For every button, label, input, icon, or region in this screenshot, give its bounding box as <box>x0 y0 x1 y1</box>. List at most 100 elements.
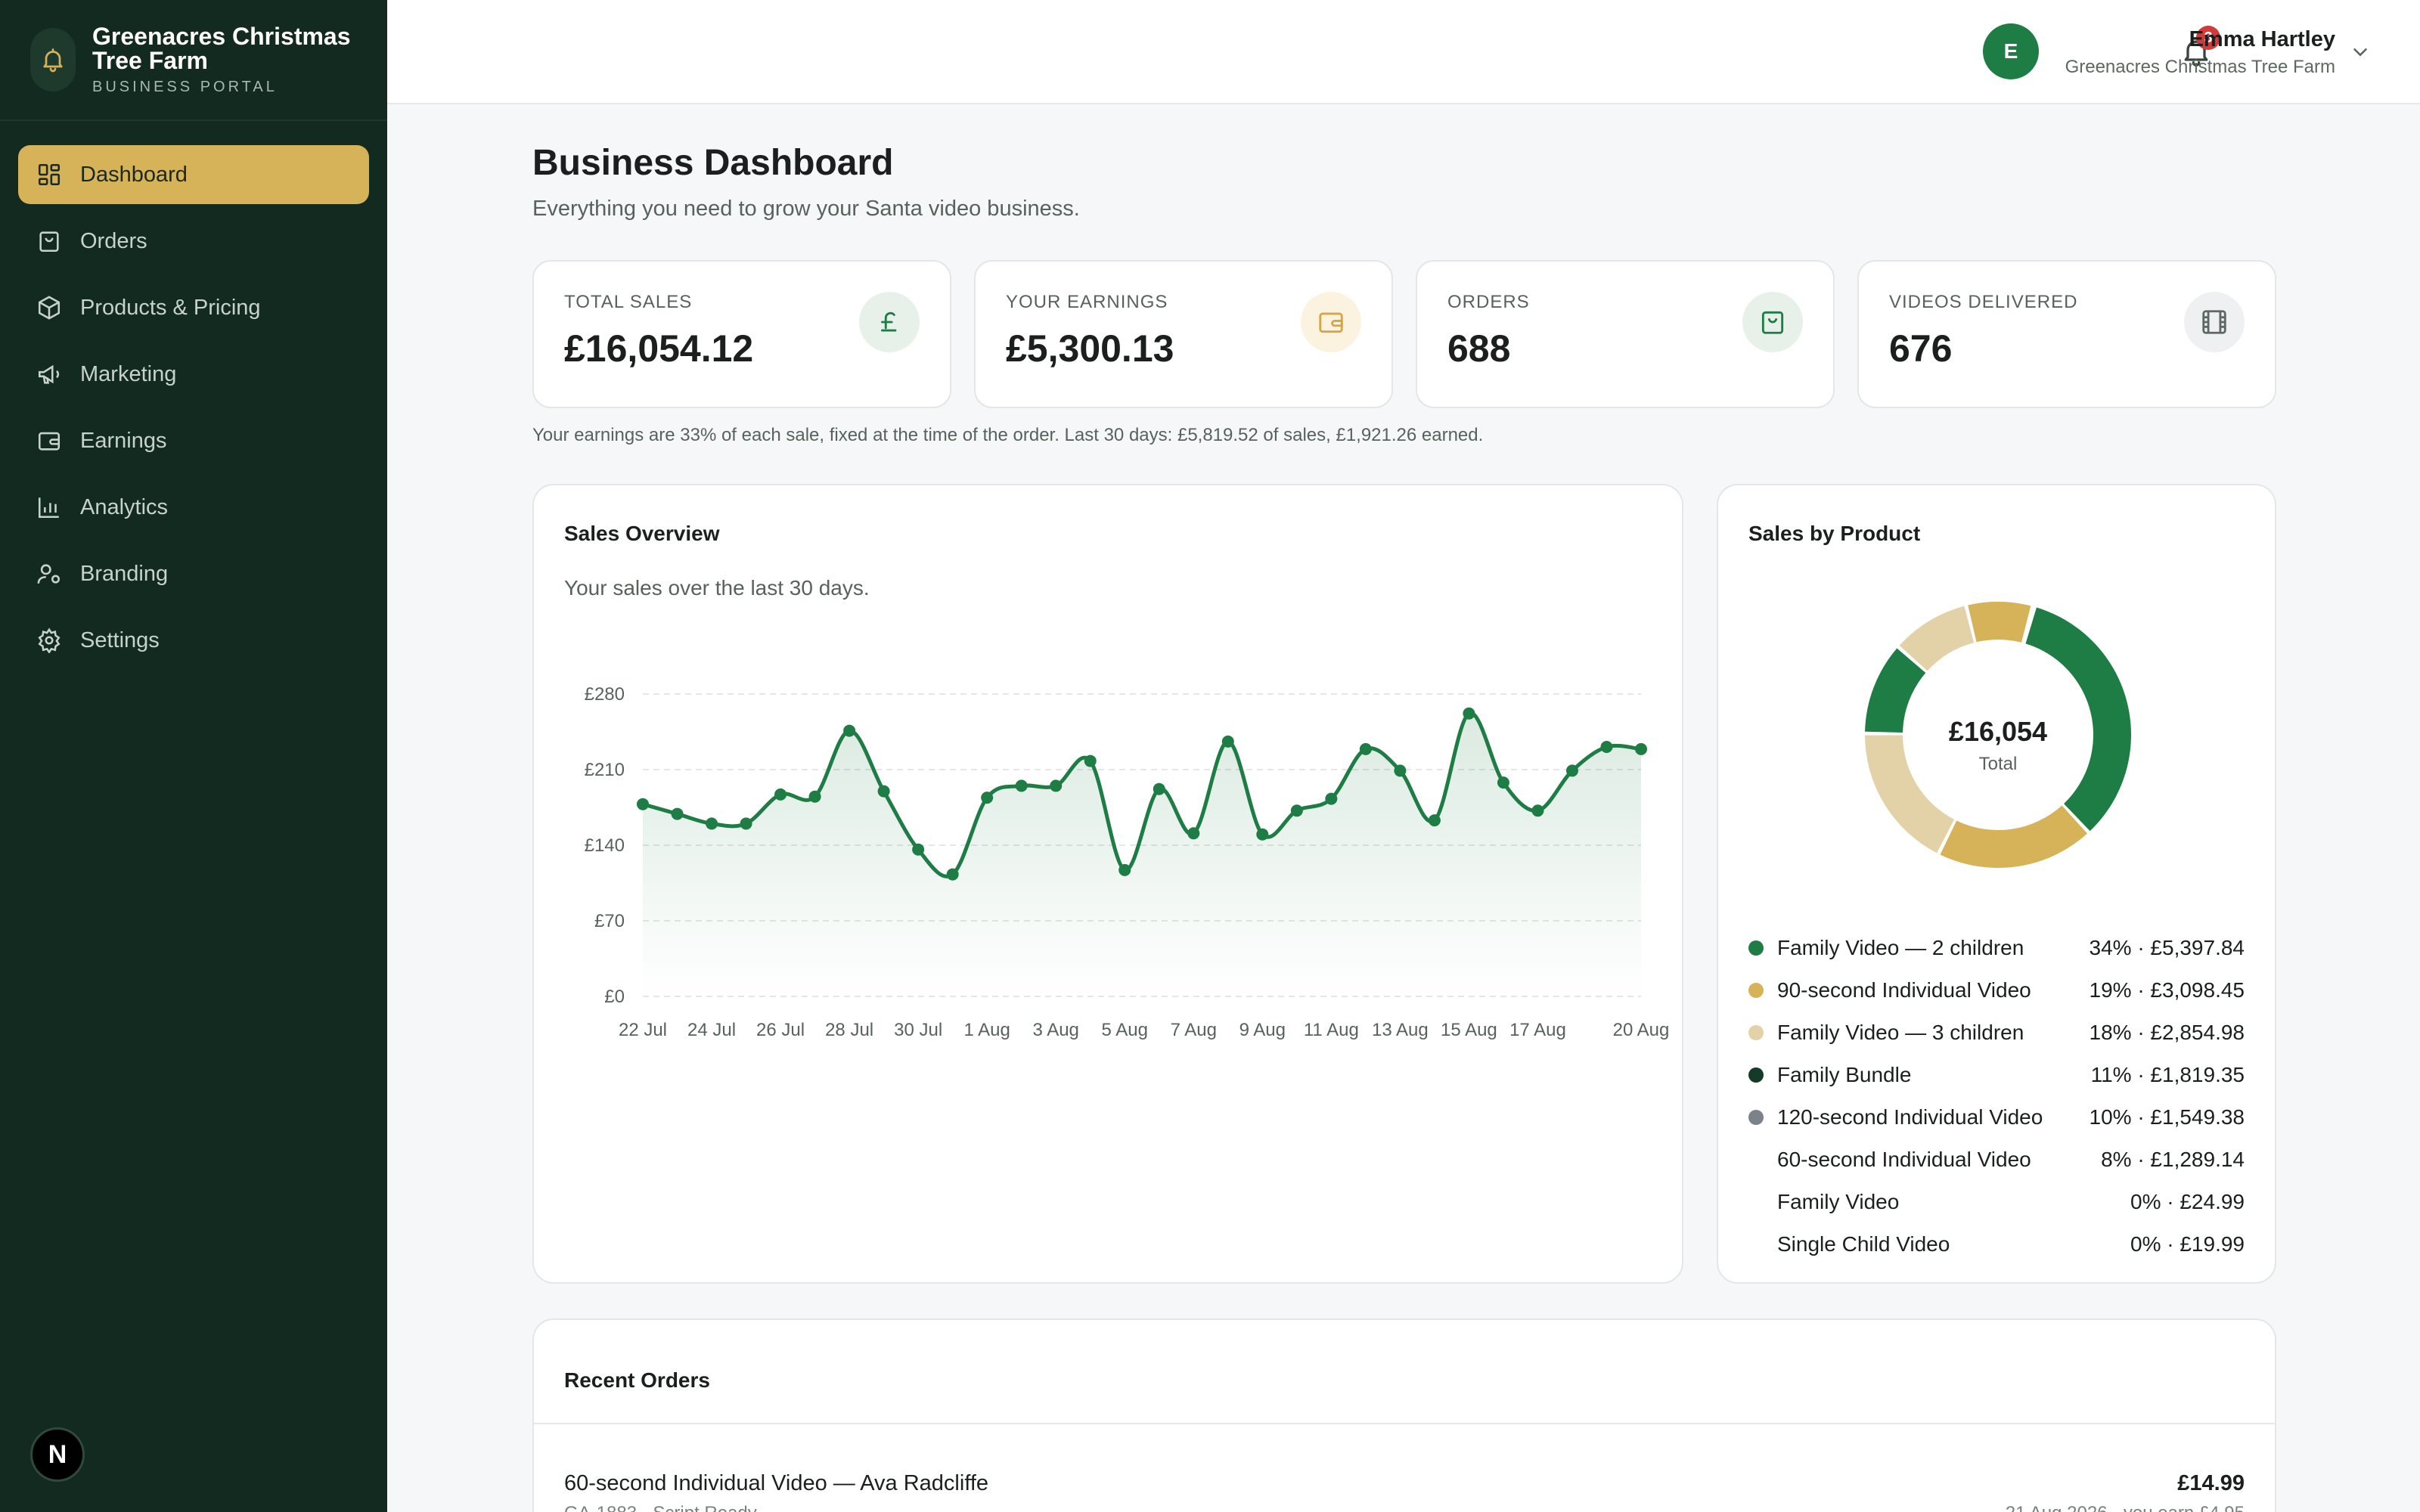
brand-name-line2: Tree Farm <box>92 46 208 74</box>
chevron-down-icon[interactable] <box>2349 41 2372 64</box>
data-point[interactable] <box>740 817 752 830</box>
wallet-icon <box>38 432 60 451</box>
gear-icon <box>38 627 60 653</box>
data-point[interactable] <box>912 843 925 856</box>
card-subtitle: Your sales over the last 30 days. <box>564 576 870 600</box>
sidebar-item-settings[interactable]: Settings <box>18 611 369 670</box>
film-icon <box>2184 292 2245 352</box>
x-tick-label: 5 Aug <box>1102 1020 1148 1040</box>
data-point[interactable] <box>1256 828 1269 841</box>
stat-card-orders: ORDERS 688 <box>1416 260 1835 408</box>
top-header: 3 E Emma Hartley Greenacres Christmas Tr… <box>387 0 2420 104</box>
legend-value: 18% · £2,854.98 <box>2089 1021 2245 1044</box>
recent-orders-card: Recent Orders 60-second Individual Video… <box>532 1318 2276 1512</box>
data-point[interactable] <box>1463 707 1475 720</box>
sales-overview-card: Sales Overview Your sales over the last … <box>532 484 1683 1284</box>
legend-swatch <box>1748 1067 1764 1083</box>
user-menu[interactable]: Emma Hartley Greenacres Christmas Tree F… <box>2065 27 2335 78</box>
legend-label: Family Bundle <box>1777 1063 1912 1086</box>
legend-label: Family Video — 3 children <box>1777 1021 2024 1044</box>
data-point[interactable] <box>946 868 959 881</box>
legend-label: 60-second Individual Video <box>1777 1148 2031 1171</box>
sidebar-item-label: Branding <box>80 561 169 586</box>
legend-item: Family Video — 3 children 18% · £2,854.98 <box>1748 1012 2245 1054</box>
page-title: Business Dashboard <box>532 143 894 183</box>
data-point[interactable] <box>1635 742 1647 755</box>
y-tick-label: £0 <box>604 987 625 1007</box>
data-point[interactable] <box>843 724 856 737</box>
sidebar-item-marketing[interactable]: Marketing <box>18 345 369 404</box>
legend-value: 0% · £19.99 <box>2130 1232 2245 1256</box>
x-tick-label: 17 Aug <box>1509 1020 1566 1040</box>
stat-label: ORDERS <box>1447 292 1530 312</box>
sidebar-bottom-badge[interactable]: N <box>30 1427 85 1482</box>
donut-slice[interactable] <box>1940 805 2088 868</box>
sidebar-item-products-pricing[interactable]: Products & Pricing <box>18 278 369 337</box>
divider <box>534 1423 2275 1424</box>
sidebar-item-branding[interactable]: Branding <box>18 544 369 603</box>
sidebar-item-analytics[interactable]: Analytics <box>18 478 369 537</box>
card-title: Recent Orders <box>564 1368 710 1392</box>
stat-label: YOUR EARNINGS <box>1006 292 1168 312</box>
order-title[interactable]: 60-second Individual Video — Ava Radclif… <box>564 1471 989 1495</box>
data-point[interactable] <box>671 807 684 820</box>
stat-value: 676 <box>1889 327 1953 370</box>
data-point[interactable] <box>1187 827 1200 840</box>
stat-label: VIDEOS DELIVERED <box>1889 292 2078 312</box>
x-tick-label: 30 Jul <box>894 1020 942 1040</box>
data-point[interactable] <box>981 792 994 804</box>
data-point[interactable] <box>1221 735 1234 748</box>
data-point[interactable] <box>1050 779 1063 792</box>
sidebar-item-label: Marketing <box>80 361 177 386</box>
order-meta: GA-1883 · Script Ready <box>564 1503 757 1512</box>
avatar[interactable]: E <box>1983 23 2039 79</box>
card-title: Sales Overview <box>564 522 720 545</box>
data-point[interactable] <box>706 817 718 830</box>
data-point[interactable] <box>1153 782 1165 795</box>
data-point[interactable] <box>1497 776 1509 789</box>
sidebar-item-orders[interactable]: Orders <box>18 212 369 271</box>
legend-item: Family Bundle 11% · £1,819.35 <box>1748 1054 2245 1096</box>
data-point[interactable] <box>1394 764 1407 777</box>
dashboard-icon <box>38 163 60 186</box>
sidebar: Greenacres Christmas Tree Farm BUSINESS … <box>0 0 387 1512</box>
donut-slice[interactable] <box>1899 606 1975 671</box>
sidebar-item-earnings[interactable]: Earnings <box>18 411 369 470</box>
data-point[interactable] <box>637 798 649 810</box>
data-point[interactable] <box>808 790 821 803</box>
data-point[interactable] <box>774 788 787 801</box>
donut-slice[interactable] <box>1865 735 1955 854</box>
data-point[interactable] <box>877 785 890 798</box>
data-point[interactable] <box>1565 764 1578 777</box>
y-tick-label: £210 <box>585 760 625 780</box>
shopping-bag-icon <box>1742 292 1803 352</box>
area-fill <box>643 713 1641 996</box>
donut-slice[interactable] <box>1968 602 2031 643</box>
data-point[interactable] <box>1531 804 1544 817</box>
data-point[interactable] <box>1118 863 1131 876</box>
data-point[interactable] <box>1359 742 1372 755</box>
x-tick-label: 9 Aug <box>1239 1020 1286 1040</box>
legend-label: Single Child Video <box>1777 1232 1950 1256</box>
data-point[interactable] <box>1600 741 1613 753</box>
donut-slice[interactable] <box>1865 648 1926 733</box>
legend-value: 19% · £3,098.45 <box>2089 978 2245 1002</box>
stat-card-total-sales: TOTAL SALES £16,054.12 <box>532 260 951 408</box>
bell-logo-icon <box>30 28 76 91</box>
legend-item: Family Video — 2 children 34% · £5,397.84 <box>1748 927 2245 969</box>
notifications-button[interactable]: 3 <box>2180 26 2220 68</box>
data-point[interactable] <box>1428 814 1441 827</box>
data-point[interactable] <box>1084 754 1097 767</box>
data-point[interactable] <box>1325 792 1338 805</box>
data-point[interactable] <box>1015 779 1028 792</box>
data-point[interactable] <box>1290 804 1303 817</box>
package-icon <box>38 296 60 320</box>
sidebar-item-label: Settings <box>80 627 160 652</box>
sales-donut-chart: £16,054 Total <box>1865 602 2131 868</box>
user-name: Emma Hartley <box>2189 27 2335 51</box>
donut-legend: Family Video — 2 children 34% · £5,397.84… <box>1748 927 2245 1266</box>
sidebar-item-dashboard[interactable]: Dashboard <box>18 145 369 204</box>
legend-swatch <box>1748 1194 1764 1210</box>
donut-slice[interactable] <box>2025 607 2131 832</box>
legend-label: 120-second Individual Video <box>1777 1105 2043 1129</box>
